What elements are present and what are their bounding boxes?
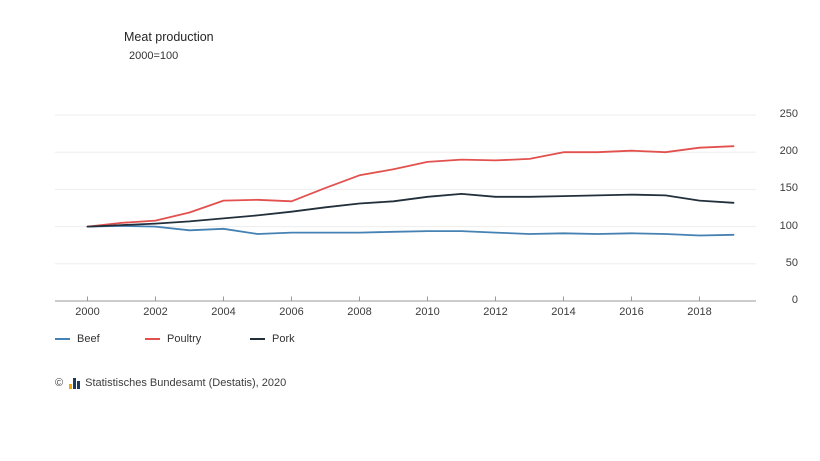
x-axis-tick-label: 2008 xyxy=(347,306,372,318)
pork-line-swatch xyxy=(250,338,265,340)
destatis-logo-icon xyxy=(69,377,81,389)
y-axis-tick-label: 0 xyxy=(791,294,798,306)
legend-label-pork: Pork xyxy=(272,333,295,345)
x-axis-tick-label: 2010 xyxy=(415,306,440,318)
poultry-line-swatch xyxy=(145,338,160,340)
poultry-series-line xyxy=(86,145,735,228)
y-axis-tick-label: 200 xyxy=(779,145,798,158)
legend-label-beef: Beef xyxy=(77,333,100,345)
x-axis-tick-label: 2006 xyxy=(279,306,304,318)
source-credit: © Statistisches Bundesamt (Destatis), 20… xyxy=(55,377,286,389)
beef-line-swatch xyxy=(55,338,70,340)
x-axis-tick-label: 2000 xyxy=(75,306,100,318)
y-axis-tick-label: 100 xyxy=(779,219,798,232)
x-axis-tick-label: 2014 xyxy=(551,306,576,318)
source-text: Statistisches Bundesamt (Destatis), 2020 xyxy=(85,377,287,389)
beef-series-line xyxy=(86,224,735,237)
x-axis-tick-label: 2012 xyxy=(483,306,508,318)
x-axis-tick-label: 2016 xyxy=(619,306,644,318)
legend-label-poultry: Poultry xyxy=(167,333,202,345)
y-axis-tick-label: 150 xyxy=(779,182,798,195)
y-axis-tick-label: 250 xyxy=(779,108,798,120)
legend-item-beef[interactable]: Beef xyxy=(55,333,100,345)
x-axis-tick-label: 2018 xyxy=(687,306,712,318)
chart-subtitle: 2000=100 xyxy=(129,50,179,62)
chart-title: Meat production xyxy=(124,30,214,44)
pork-series-line xyxy=(86,192,735,228)
x-axis-tick-label: 2004 xyxy=(211,306,236,318)
y-axis-tick-label: 50 xyxy=(785,256,798,269)
copyright-symbol: © xyxy=(55,377,64,389)
chart-legend: Beef Poultry Pork xyxy=(0,333,820,349)
x-axis-tick-label: 2002 xyxy=(143,306,168,318)
legend-item-pork[interactable]: Pork xyxy=(250,333,295,345)
legend-item-poultry[interactable]: Poultry xyxy=(145,333,201,345)
